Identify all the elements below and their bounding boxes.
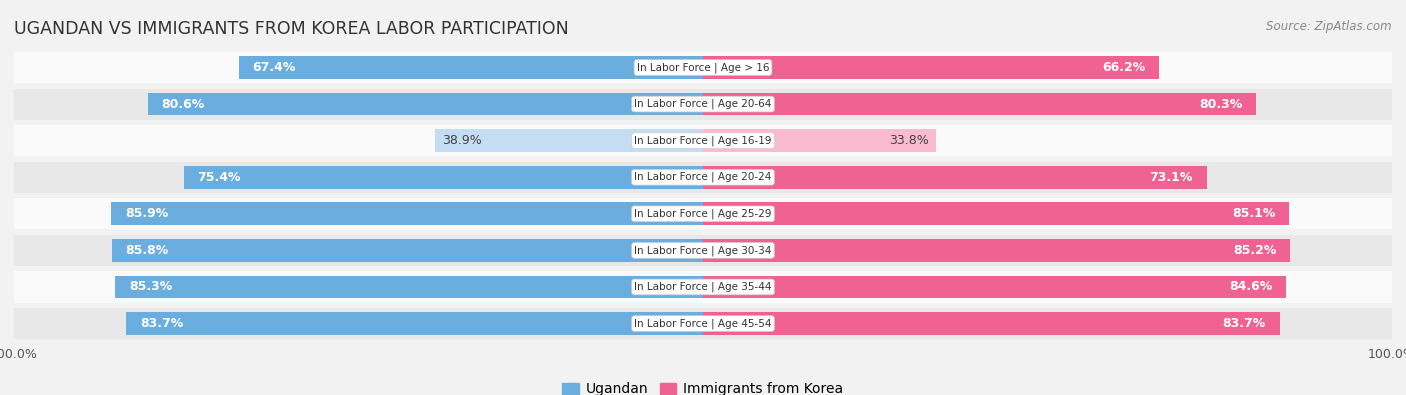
Text: 85.8%: 85.8%	[125, 244, 169, 257]
Text: In Labor Force | Age 25-29: In Labor Force | Age 25-29	[634, 209, 772, 219]
Text: 67.4%: 67.4%	[253, 61, 295, 74]
Bar	[703, 203, 1289, 225]
Text: 85.1%: 85.1%	[1232, 207, 1275, 220]
Bar	[14, 162, 1392, 193]
Bar	[703, 312, 1279, 335]
Text: In Labor Force | Age 35-44: In Labor Force | Age 35-44	[634, 282, 772, 292]
Bar	[703, 276, 1286, 298]
Bar	[184, 166, 703, 188]
Bar	[14, 308, 1392, 339]
Text: In Labor Force | Age 30-34: In Labor Force | Age 30-34	[634, 245, 772, 256]
Bar	[115, 276, 703, 298]
Bar	[434, 129, 703, 152]
Bar	[14, 125, 1392, 156]
Bar	[111, 203, 703, 225]
Text: 83.7%: 83.7%	[1223, 317, 1265, 330]
Bar	[148, 93, 703, 115]
Text: In Labor Force | Age 20-64: In Labor Force | Age 20-64	[634, 99, 772, 109]
Bar	[703, 166, 1206, 188]
Bar	[239, 56, 703, 79]
Text: In Labor Force | Age 16-19: In Labor Force | Age 16-19	[634, 135, 772, 146]
Text: 66.2%: 66.2%	[1102, 61, 1146, 74]
Text: 33.8%: 33.8%	[889, 134, 929, 147]
Text: 84.6%: 84.6%	[1229, 280, 1272, 293]
Text: 80.6%: 80.6%	[162, 98, 205, 111]
Bar	[14, 88, 1392, 120]
Legend: Ugandan, Immigrants from Korea: Ugandan, Immigrants from Korea	[557, 377, 849, 395]
Text: In Labor Force | Age 20-24: In Labor Force | Age 20-24	[634, 172, 772, 182]
Bar	[703, 239, 1289, 262]
Bar	[14, 271, 1392, 303]
Bar	[703, 56, 1159, 79]
Bar	[127, 312, 703, 335]
Text: 85.3%: 85.3%	[129, 280, 173, 293]
Bar	[14, 198, 1392, 229]
Text: 83.7%: 83.7%	[141, 317, 183, 330]
Text: 80.3%: 80.3%	[1199, 98, 1243, 111]
Bar	[112, 239, 703, 262]
Bar	[703, 129, 936, 152]
Text: 85.2%: 85.2%	[1233, 244, 1277, 257]
Bar	[703, 93, 1256, 115]
Text: 38.9%: 38.9%	[441, 134, 482, 147]
Bar	[14, 52, 1392, 83]
Text: 73.1%: 73.1%	[1150, 171, 1192, 184]
Text: 75.4%: 75.4%	[197, 171, 240, 184]
Text: In Labor Force | Age 45-54: In Labor Force | Age 45-54	[634, 318, 772, 329]
Text: Source: ZipAtlas.com: Source: ZipAtlas.com	[1267, 20, 1392, 33]
Text: 85.9%: 85.9%	[125, 207, 169, 220]
Bar	[14, 235, 1392, 266]
Text: UGANDAN VS IMMIGRANTS FROM KOREA LABOR PARTICIPATION: UGANDAN VS IMMIGRANTS FROM KOREA LABOR P…	[14, 20, 569, 38]
Text: In Labor Force | Age > 16: In Labor Force | Age > 16	[637, 62, 769, 73]
